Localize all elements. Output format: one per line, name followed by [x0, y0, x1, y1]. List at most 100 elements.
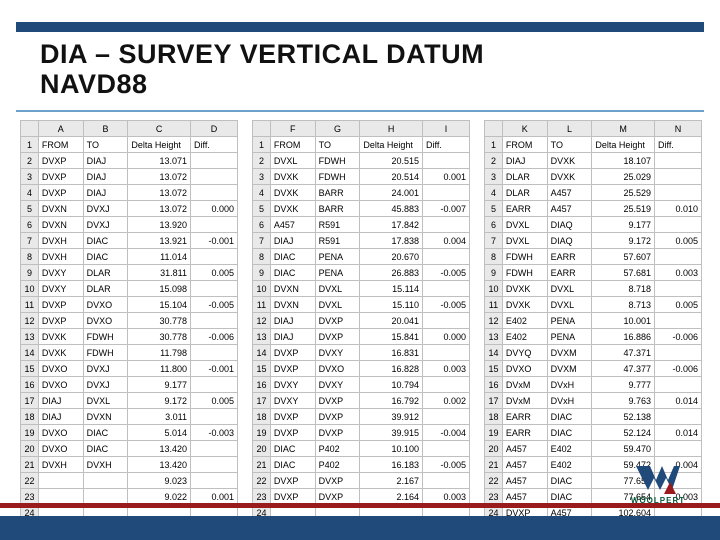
cell: 0.005: [190, 393, 237, 409]
cell: [654, 409, 701, 425]
cell: DIAC: [547, 473, 592, 489]
table-row: 5DVXNDVXJ13.0720.000: [21, 201, 238, 217]
table-row: 17DIAJDVXL9.1720.005: [21, 393, 238, 409]
cell: [422, 345, 469, 361]
table-row: 16DVXYDVXY10.794: [253, 377, 470, 393]
cell: A457: [547, 201, 592, 217]
spreadsheet-table: FGHI1FROMTODelta HeightDiff.2DVXLFDWH20.…: [252, 120, 470, 537]
table-row: 229.023: [21, 473, 238, 489]
cell: 24.001: [360, 185, 423, 201]
cell: DVxM: [502, 377, 547, 393]
cell: DVYQ: [502, 345, 547, 361]
cell: P402: [315, 441, 360, 457]
cell: DVXH: [38, 457, 83, 473]
cell: DVXK: [547, 153, 592, 169]
row-number: 14: [253, 345, 271, 361]
cell: DVXL: [502, 217, 547, 233]
cell: DVxH: [547, 393, 592, 409]
row-number: 12: [21, 313, 39, 329]
table-row: 5DVXKBARR45.883-0.007: [253, 201, 470, 217]
cell: DVXO: [38, 361, 83, 377]
row-number: 9: [485, 265, 503, 281]
cell: [654, 249, 701, 265]
row-number: 9: [253, 265, 271, 281]
table-row: 2DVXLFDWH20.515: [253, 153, 470, 169]
row-number: 15: [485, 361, 503, 377]
col-letter: M: [592, 121, 655, 137]
row-number: 18: [253, 409, 271, 425]
cell: DVXY: [38, 265, 83, 281]
row-number: 1: [485, 137, 503, 153]
cell: A457: [270, 217, 315, 233]
row-number: 10: [21, 281, 39, 297]
row-number: 8: [253, 249, 271, 265]
row-number: 6: [253, 217, 271, 233]
cell: -0.001: [190, 233, 237, 249]
cell: -0.005: [422, 457, 469, 473]
cell: DIAJ: [83, 169, 128, 185]
cell: 16.792: [360, 393, 423, 409]
cell: DIAJ: [502, 153, 547, 169]
cell: DLAR: [83, 281, 128, 297]
cell: -0.004: [422, 425, 469, 441]
cell: FDWH: [502, 265, 547, 281]
cell: 11.014: [128, 249, 191, 265]
cell: [190, 409, 237, 425]
table-row: 4DLARA45725.529: [485, 185, 702, 201]
table-row: 14DVXKFDWH11.798: [21, 345, 238, 361]
row-number: 11: [485, 297, 503, 313]
column-header: FROM: [38, 137, 83, 153]
cell: DIAJ: [270, 329, 315, 345]
cell: DVXP: [270, 425, 315, 441]
cell: 0.005: [654, 233, 701, 249]
cell: DVXP: [270, 361, 315, 377]
row-number: 21: [21, 457, 39, 473]
cell: 0.001: [422, 169, 469, 185]
table-row: 16DVxMDVxH9.777: [485, 377, 702, 393]
cell: [422, 185, 469, 201]
col-letter: C: [128, 121, 191, 137]
cell: DVXO: [38, 425, 83, 441]
table-row: 3DVXPDIAJ13.072: [21, 169, 238, 185]
table-row: 18EARRDIAC52.138: [485, 409, 702, 425]
row-number: 20: [485, 441, 503, 457]
cell: DVXO: [83, 313, 128, 329]
cell: DVXP: [38, 153, 83, 169]
cell: 0.014: [654, 425, 701, 441]
cell: DIAJ: [38, 393, 83, 409]
cell: DVXJ: [83, 377, 128, 393]
cell: 0.003: [654, 265, 701, 281]
cell: 15.114: [360, 281, 423, 297]
cell: DVXO: [83, 297, 128, 313]
cell: -0.003: [190, 425, 237, 441]
cell: 9.177: [128, 377, 191, 393]
row-number: 4: [21, 185, 39, 201]
table-row: 9DVXYDLAR31.8110.005: [21, 265, 238, 281]
cell: 0.005: [190, 265, 237, 281]
cell: DVXP: [270, 345, 315, 361]
cell: DVXN: [83, 409, 128, 425]
cell: [190, 153, 237, 169]
cell: DLAR: [83, 265, 128, 281]
cell: 20.514: [360, 169, 423, 185]
column-header: Diff.: [190, 137, 237, 153]
cell: DIAJ: [38, 409, 83, 425]
cell: [654, 377, 701, 393]
cell: DVXK: [502, 281, 547, 297]
cell: 13.420: [128, 457, 191, 473]
cell: PENA: [547, 313, 592, 329]
table-row: 11DVXPDVXO15.104-0.005: [21, 297, 238, 313]
cell: DVxM: [502, 393, 547, 409]
cell: [190, 281, 237, 297]
row-number: 16: [485, 377, 503, 393]
row-number: 3: [21, 169, 39, 185]
cell: 25.529: [592, 185, 655, 201]
row-number: 17: [21, 393, 39, 409]
cell: 59.470: [592, 441, 655, 457]
cell: 8.713: [592, 297, 655, 313]
cell: 0.010: [654, 201, 701, 217]
cell: DVXO: [502, 361, 547, 377]
cell: DVXY: [315, 377, 360, 393]
cell: 20.670: [360, 249, 423, 265]
row-number: 7: [253, 233, 271, 249]
